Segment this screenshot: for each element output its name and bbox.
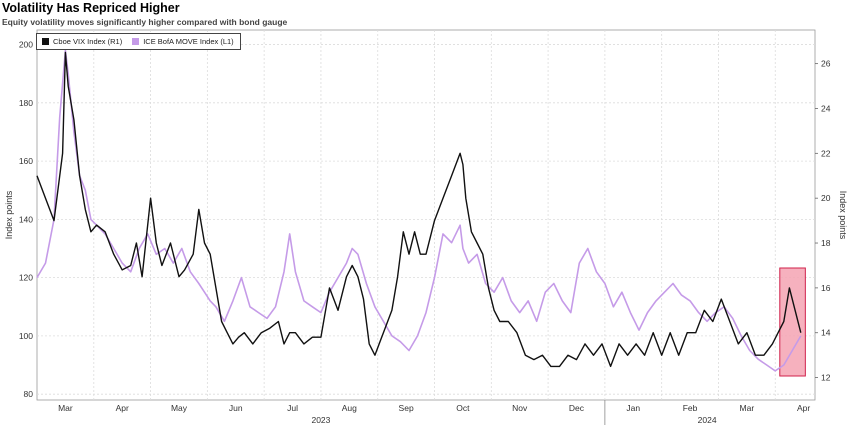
x-tick-label: Dec [569,403,585,413]
y-right-tick-label: 12 [821,373,831,383]
x-tick-label: May [171,403,188,413]
x-tick-label: Mar [58,403,73,413]
legend-item-vix: Cboe VIX Index (R1) [42,37,122,46]
y-left-tick-label: 160 [19,156,33,166]
y-right-tick-label: 16 [821,283,831,293]
x-tick-label: Mar [740,403,755,413]
chart-legend: Cboe VIX Index (R1) ICE BofA MOVE Index … [36,33,241,50]
y-left-tick-label: 200 [19,40,33,50]
y-right-axis-title: Index points [838,191,848,240]
x-tick-label: Jul [287,403,298,413]
x-year-label: 2023 [311,415,330,425]
legend-label-move: ICE BofA MOVE Index (L1) [143,37,234,46]
y-right-tick-label: 24 [821,103,831,113]
y-left-tick-label: 100 [19,331,33,341]
y-left-tick-label: 80 [24,389,34,399]
y-left-tick-label: 180 [19,98,33,108]
x-tick-label: Apr [116,403,129,413]
vix-series-line [36,51,802,368]
move-series-line [36,49,802,372]
x-tick-label: Apr [797,403,810,413]
chart-subtitle: Equity volatility moves significantly hi… [2,17,288,27]
y-right-tick-label: 26 [821,59,831,69]
y-left-axis-title: Index points [4,190,14,239]
plot-area [36,29,816,401]
legend-label-vix: Cboe VIX Index (R1) [53,37,123,46]
legend-item-move: ICE BofA MOVE Index (L1) [132,37,234,46]
x-tick-label: Jun [229,403,243,413]
y-right-tick-label: 20 [821,193,831,203]
x-tick-label: Feb [683,403,698,413]
x-tick-label: Aug [342,403,357,413]
y-right-tick-label: 22 [821,148,831,158]
legend-swatch-move [132,38,140,45]
x-tick-label: Jan [626,403,640,413]
x-tick-label: Oct [456,403,470,413]
y-right-tick-label: 14 [821,328,831,338]
chart-title: Volatility Has Repriced Higher [2,1,180,15]
y-right-tick-label: 18 [821,238,831,248]
legend-swatch-vix [42,38,49,45]
x-tick-label: Nov [512,403,528,413]
y-left-tick-label: 120 [19,273,33,283]
x-year-label: 2024 [698,415,717,425]
x-tick-label: Sep [399,403,414,413]
y-left-tick-label: 140 [19,214,33,224]
